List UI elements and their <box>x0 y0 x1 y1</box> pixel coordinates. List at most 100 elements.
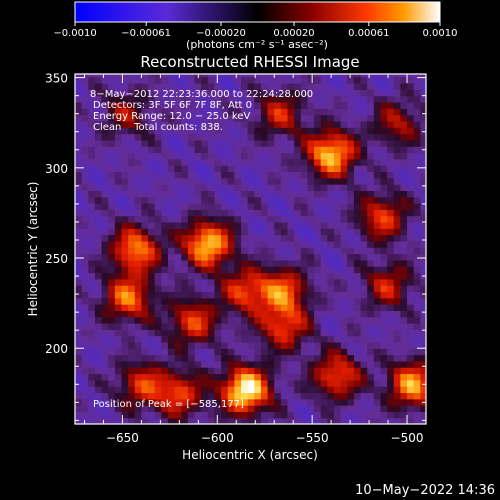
heatmap-cell <box>314 304 322 311</box>
heatmap-cell <box>108 76 116 84</box>
heatmap-cell <box>181 196 189 204</box>
heatmap-cell <box>280 278 289 286</box>
heatmap-cell <box>360 367 368 375</box>
heatmap-cell <box>413 386 421 394</box>
heatmap-cell <box>247 348 255 356</box>
heatmap-cell <box>227 341 235 349</box>
heatmap-cell <box>161 373 169 381</box>
heatmap-cell <box>94 367 103 375</box>
heatmap-cell <box>400 417 408 424</box>
heatmap-cell <box>214 285 222 292</box>
heatmap-cell <box>420 322 426 330</box>
heatmap-cell <box>81 221 89 229</box>
heatmap-cell <box>167 196 176 204</box>
heatmap-cell <box>333 202 342 210</box>
heatmap-cell <box>407 310 415 318</box>
heatmap-cell <box>227 259 235 267</box>
heatmap-cell <box>267 341 275 349</box>
heatmap-cell <box>227 89 235 97</box>
heatmap-cell <box>148 190 156 198</box>
heatmap-cell <box>294 379 302 387</box>
heatmap-cell <box>393 101 401 109</box>
heatmap-cell <box>387 297 395 305</box>
heatmap-cell <box>400 405 408 412</box>
heatmap-cell <box>287 228 295 236</box>
heatmap-cell <box>128 417 136 424</box>
heatmap-cell <box>154 247 162 255</box>
heatmap-cell <box>287 398 295 406</box>
heatmap-cell <box>387 171 395 179</box>
heatmap-cell <box>134 386 143 394</box>
heatmap-cell <box>267 139 275 147</box>
heatmap-cell <box>294 417 302 424</box>
heatmap-cell <box>81 114 89 122</box>
heatmap-cell <box>141 74 149 78</box>
heatmap-cell <box>267 266 275 274</box>
heatmap-cell <box>148 405 156 412</box>
heatmap-cell <box>260 354 269 362</box>
heatmap-cell <box>94 158 103 166</box>
heatmap-cell <box>340 165 348 173</box>
heatmap-cell <box>134 74 143 78</box>
heatmap-cell <box>320 146 328 154</box>
heatmap-cell <box>380 272 388 280</box>
heatmap-cell <box>194 228 202 236</box>
heatmap-cell <box>108 95 116 103</box>
heatmap-cell <box>121 266 129 274</box>
heatmap-cell <box>407 221 415 229</box>
heatmap-cell <box>108 152 116 160</box>
heatmap-cell <box>128 133 136 141</box>
heatmap-cell <box>194 411 202 419</box>
heatmap-cell <box>234 348 242 356</box>
heatmap-cell <box>300 259 309 267</box>
heatmap-cell <box>141 76 149 84</box>
heatmap-cell <box>373 74 382 78</box>
heatmap-cell <box>347 278 355 286</box>
heatmap-cell <box>121 360 129 368</box>
heatmap-cell <box>274 139 282 147</box>
y-tick-label: 300 <box>45 162 68 176</box>
heatmap-cell <box>413 234 421 242</box>
heatmap-cell <box>174 253 182 261</box>
heatmap-cell <box>174 83 182 90</box>
heatmap-cell <box>267 379 275 387</box>
heatmap-cell <box>201 360 209 368</box>
heatmap-cell <box>201 209 209 217</box>
heatmap-cell <box>340 348 348 356</box>
heatmap-cell <box>387 411 395 419</box>
heatmap-cell <box>148 392 156 400</box>
heatmap-cell <box>174 272 182 280</box>
heatmap-cell <box>201 234 209 242</box>
colorbar-tick-label: −0.00061 <box>121 28 171 39</box>
heatmap-cell <box>380 417 388 424</box>
heatmap-cell <box>294 177 302 185</box>
heatmap-cell <box>287 253 295 261</box>
heatmap-cell <box>148 297 156 305</box>
heatmap-cell <box>407 405 415 412</box>
heatmap-cell <box>241 329 249 337</box>
annotation-peak-position: Position of Peak = [−585,177] <box>93 399 244 410</box>
heatmap-cell <box>221 398 229 406</box>
heatmap-cell <box>207 417 216 424</box>
heatmap-cell <box>260 202 269 210</box>
heatmap-cell <box>75 392 83 400</box>
heatmap-cell <box>254 411 262 419</box>
heatmap-cell <box>221 373 229 381</box>
heatmap-cell <box>207 101 216 109</box>
heatmap-cell <box>287 386 295 394</box>
heatmap-cell <box>274 335 282 343</box>
heatmap-cell <box>221 202 229 210</box>
heatmap-cell <box>387 310 395 318</box>
heatmap-cell <box>194 120 202 128</box>
heatmap-cell <box>114 101 123 109</box>
heatmap-cell <box>267 291 275 299</box>
heatmap-cell <box>201 386 209 394</box>
heatmap-cell <box>154 411 162 419</box>
heatmap-cell <box>387 184 395 191</box>
heatmap-cell <box>420 253 426 261</box>
heatmap-cell <box>327 95 335 103</box>
heatmap-cell <box>187 348 196 356</box>
heatmap-cell <box>327 177 335 185</box>
heatmap-cell <box>380 405 388 412</box>
heatmap-cell <box>201 297 209 305</box>
